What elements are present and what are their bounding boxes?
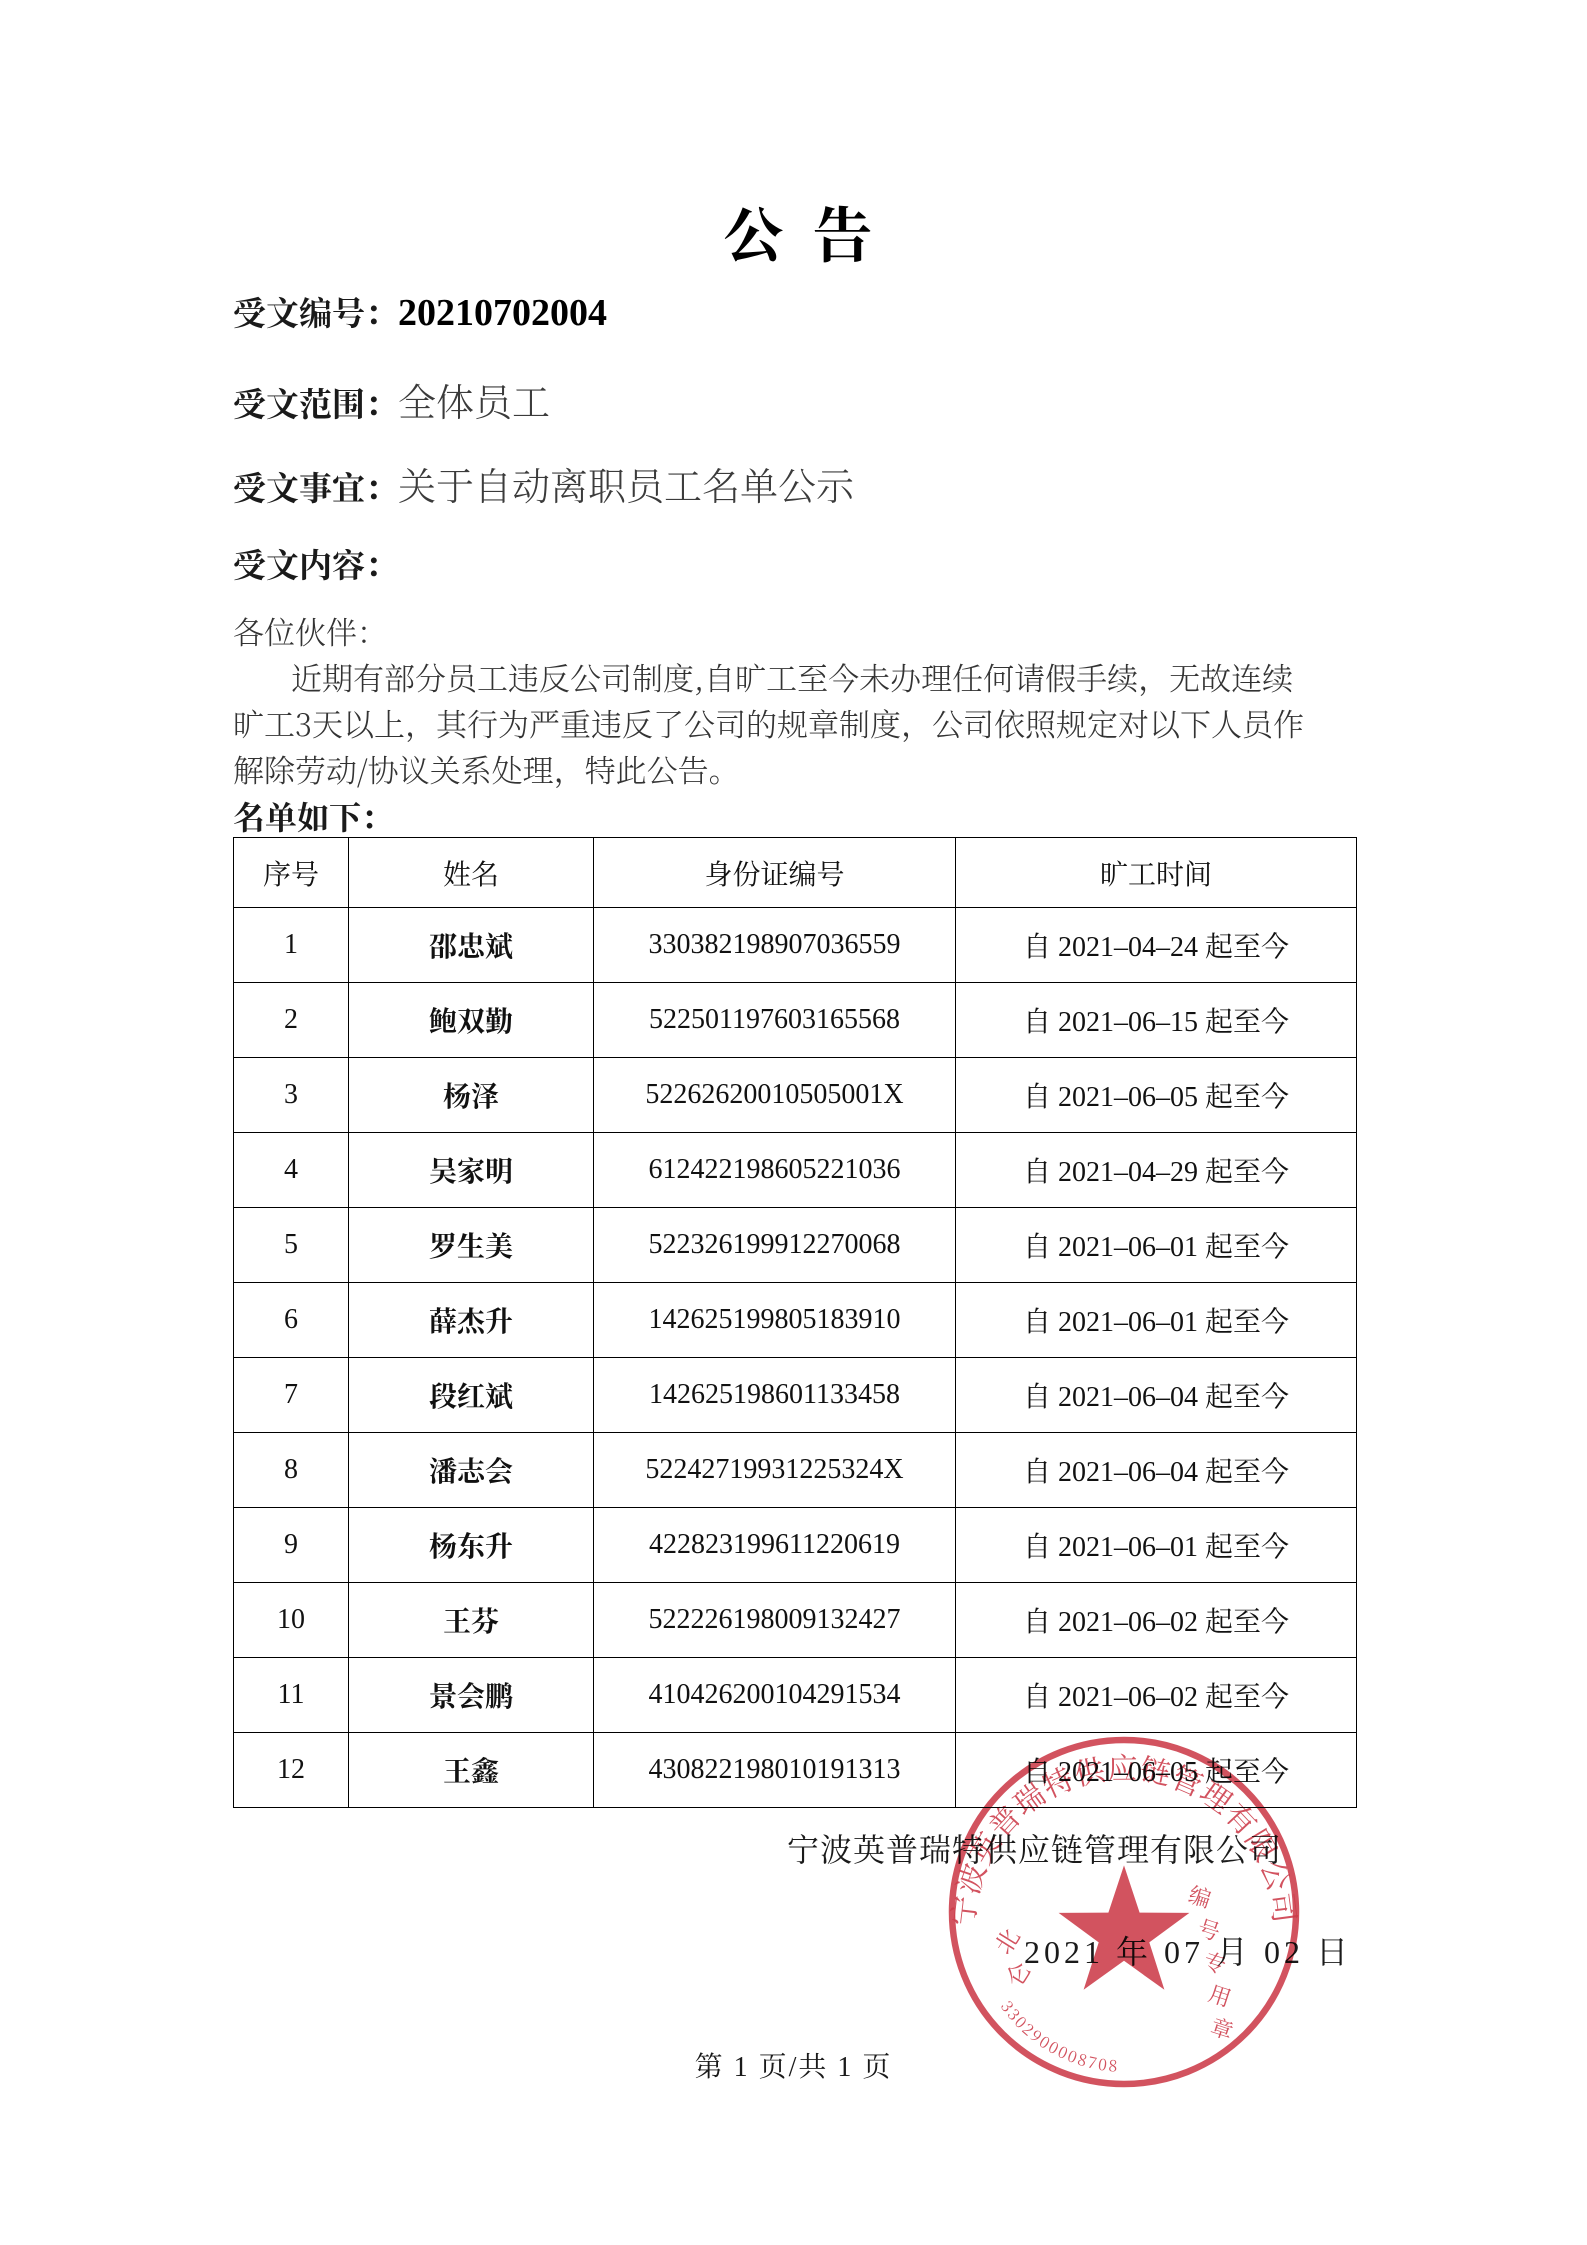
svg-text:北: 北 (984, 1921, 1026, 1960)
svg-text:号: 号 (1194, 1911, 1225, 1947)
svg-text:仑: 仑 (995, 1954, 1037, 1993)
svg-text:用: 用 (1205, 1977, 1236, 2013)
svg-text:编: 编 (1185, 1878, 1216, 1914)
svg-text:专: 专 (1200, 1944, 1231, 1980)
svg-text:3302900008708: 3302900008708 (996, 1995, 1120, 2076)
